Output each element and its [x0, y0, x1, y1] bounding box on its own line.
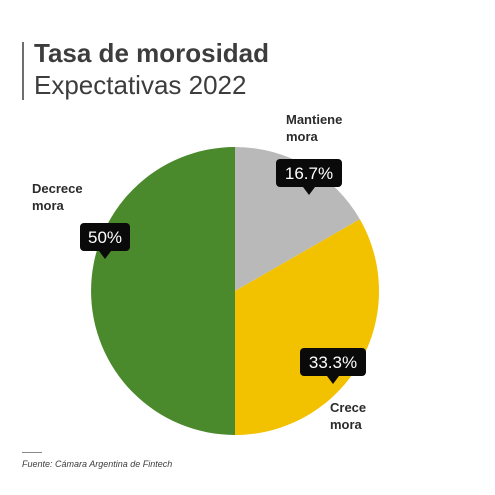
percentage-label: 33.3% [309, 353, 357, 372]
callout-box [300, 348, 366, 376]
callout-tail [327, 376, 339, 384]
source-note: Fuente: Cámara Argentina de Fintech [22, 459, 173, 469]
callout-tail [99, 251, 111, 259]
percentage-labels: 16.7% 33.3% 50% [80, 159, 366, 384]
percentage-label: 50% [88, 228, 122, 247]
source-divider [22, 452, 42, 453]
category-label: Mantiene mora [286, 112, 342, 144]
pie-slices [91, 147, 380, 435]
chart-subtitle: Expectativas 2022 [34, 70, 247, 100]
callout-tail [303, 187, 315, 195]
chart-title: Tasa de morosidad [34, 38, 270, 68]
percentage-label: 16.7% [285, 164, 333, 183]
category-label: Crece mora [330, 400, 366, 432]
pie-slice-crece-mora [235, 219, 380, 435]
category-label: Decrece mora [32, 181, 83, 213]
callout-box [80, 223, 130, 251]
callout-box [276, 159, 342, 187]
pie-slice-decrece-mora [91, 147, 235, 435]
title-accent-bar [22, 42, 24, 100]
category-labels: Mantiene mora Crece mora Decrece mora [32, 112, 366, 432]
